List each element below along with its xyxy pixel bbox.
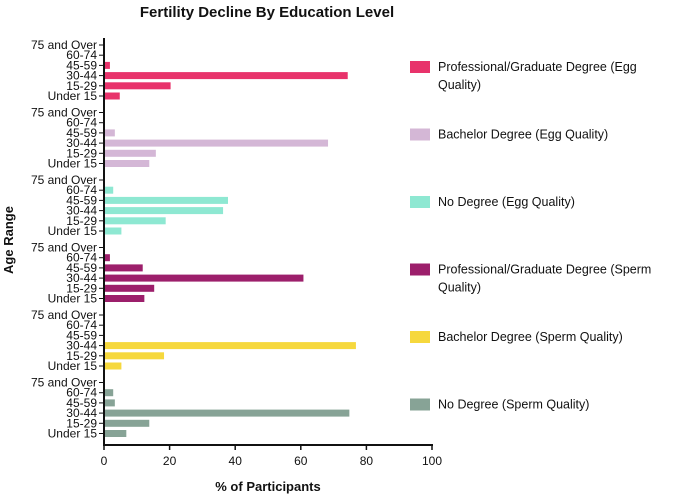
y-tick-label: 75 and Over [31,173,97,187]
y-tick-label: 75 and Over [31,308,97,322]
bar [105,149,156,157]
bar [105,92,120,100]
y-tick-label: 30-44 [66,339,97,353]
y-tick-label: 60-74 [66,116,97,130]
legend-label: No Degree (Egg Quality) [438,195,575,209]
x-tick-label: 80 [360,454,374,468]
y-tick-label: 60-74 [66,48,97,62]
y-tick-label: 30-44 [66,136,97,150]
y-tick-label: 15-29 [66,79,97,93]
y-tick-label: 60-74 [66,251,97,265]
y-tick-label: 15-29 [66,416,97,430]
x-tick-label: 20 [163,454,177,468]
y-tick-label: 60-74 [66,318,97,332]
bar [105,419,150,427]
y-tick-label: 60-74 [66,183,97,197]
y-tick-label: 45-59 [66,396,97,410]
y-tick-label: Under 15 [48,157,98,171]
x-tick-label: 0 [101,454,108,468]
bar [105,342,356,350]
legend-swatch [410,263,430,276]
legend-label: Bachelor Degree (Sperm Quality) [438,330,623,344]
legend-label: Professional/Graduate Degree (Sperm [438,263,651,277]
y-tick-label: 45-59 [66,328,97,342]
bar [105,295,145,302]
y-tick-label: 15-29 [66,146,97,160]
y-tick-label: Under 15 [48,224,98,238]
chart-title: Fertility Decline By Education Level [140,4,394,21]
y-tick-label: 45-59 [66,193,97,207]
bar [105,254,110,262]
bar [105,61,110,69]
y-tick-label: 45-59 [66,261,97,275]
x-tick-label: 60 [294,454,308,468]
y-tick-label: 30-44 [66,204,97,218]
legend-label: Quality) [438,78,481,92]
y-tick-label: 15-29 [66,214,97,228]
y-tick-label: 30-44 [66,406,97,420]
legend-label: No Degree (Sperm Quality) [438,398,589,412]
y-tick-label: 75 and Over [31,38,97,52]
bar [105,129,115,137]
bar [105,264,143,272]
bar [105,389,114,397]
legend-swatch [410,331,430,343]
legend-swatch [410,61,430,73]
y-tick-label: Under 15 [48,292,98,306]
bar [105,82,171,90]
bar [105,227,122,235]
y-tick-label: 60-74 [66,386,97,400]
y-tick-label: 45-59 [66,126,97,140]
legend-swatch [410,196,430,208]
bar [105,139,329,147]
bar [105,284,155,292]
bar [105,362,122,370]
bar [105,409,350,417]
bar [105,196,228,204]
y-tick-label: 15-29 [66,281,97,295]
y-tick-label: Under 15 [48,359,98,373]
y-tick-label: 75 and Over [31,376,97,390]
y-axis-title: Age Range [1,206,16,274]
bar [105,186,114,194]
y-tick-label: Under 15 [48,89,98,103]
bar [105,217,166,225]
bar [105,207,224,215]
bar [105,72,348,80]
y-tick-label: 75 and Over [31,241,97,255]
y-tick-label: Under 15 [48,427,98,441]
bar [105,274,304,282]
y-tick-label: 30-44 [66,69,97,83]
y-tick-label: 45-59 [66,58,97,72]
legend-label: Quality) [438,281,481,295]
y-tick-label: 15-29 [66,349,97,363]
bar [105,399,115,407]
legend-swatch [410,128,430,141]
legend-label: Professional/Graduate Degree (Egg [438,60,637,74]
bar [105,352,165,360]
legend-label: Bachelor Degree (Egg Quality) [438,128,608,142]
y-tick-label: 30-44 [66,271,97,285]
x-tick-label: 100 [422,454,442,468]
legend-swatch [410,398,430,411]
bar [105,160,150,167]
legend: Professional/Graduate Degree (Egg Quality… [410,60,651,412]
x-tick-label: 40 [229,454,243,468]
x-axis-title: % of Participants [215,479,320,494]
bar [105,430,127,437]
y-tick-label: 75 and Over [31,106,97,120]
